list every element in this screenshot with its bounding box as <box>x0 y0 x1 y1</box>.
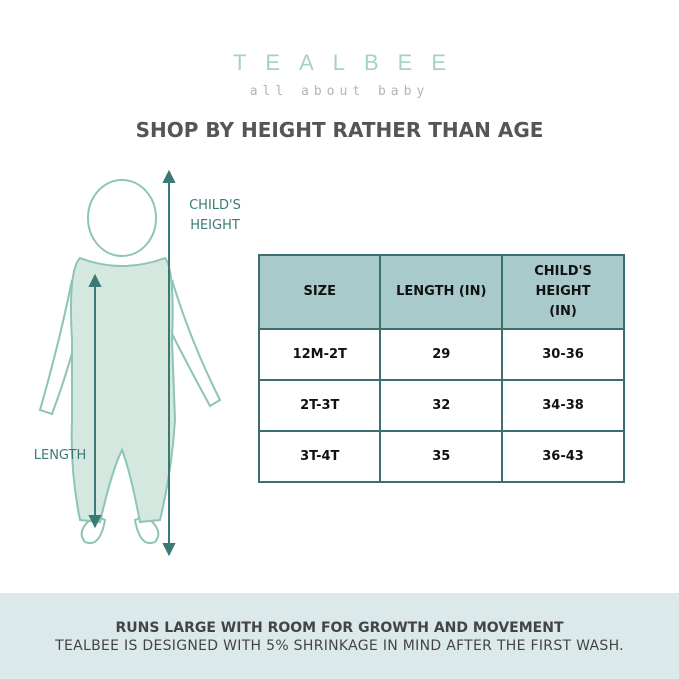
header-height: CHILD'S HEIGHT (IN) <box>501 254 625 330</box>
size-chart-table: SIZE LENGTH (IN) CHILD'S HEIGHT (IN) 12M… <box>257 254 625 483</box>
cell-length: 32 <box>379 379 504 432</box>
footer-headline: RUNS LARGE WITH ROOM FOR GROWTH AND MOVE… <box>115 620 564 636</box>
cell-length: 35 <box>379 430 504 483</box>
height-arrow <box>162 170 176 557</box>
cell-size: 3T-4T <box>257 430 382 483</box>
table-row: 12M-2T 29 30-36 <box>257 328 625 381</box>
height-label-line1: CHILD'S <box>189 198 241 213</box>
romper-body <box>70 256 177 524</box>
height-label-line2: HEIGHT <box>190 218 240 233</box>
length-arrow <box>88 273 102 529</box>
table-row: 2T-3T 32 34-38 <box>257 379 625 432</box>
cell-size: 2T-3T <box>257 379 382 432</box>
brand-tagline: all about baby <box>249 84 430 99</box>
cell-height: 30-36 <box>501 328 625 381</box>
header-size: SIZE <box>257 254 382 330</box>
length-label: LENGTH <box>33 448 87 463</box>
child-figure-diagram <box>38 170 222 557</box>
table-row: 3T-4T 35 36-43 <box>257 430 625 483</box>
cell-size: 12M-2T <box>257 328 382 381</box>
table-header-row: SIZE LENGTH (IN) CHILD'S HEIGHT (IN) <box>257 254 625 330</box>
cell-height: 34-38 <box>501 379 625 432</box>
page-title: SHOP BY HEIGHT RATHER THAN AGE <box>135 118 544 142</box>
header-length: LENGTH (IN) <box>379 254 504 330</box>
brand-logo: TEALBEE <box>232 50 466 75</box>
cell-height: 36-43 <box>501 430 625 483</box>
footer-band: RUNS LARGE WITH ROOM FOR GROWTH AND MOVE… <box>0 593 679 679</box>
footer-note: TEALBEE IS DESIGNED WITH 5% SHRINKAGE IN… <box>55 638 624 654</box>
cell-length: 29 <box>379 328 504 381</box>
